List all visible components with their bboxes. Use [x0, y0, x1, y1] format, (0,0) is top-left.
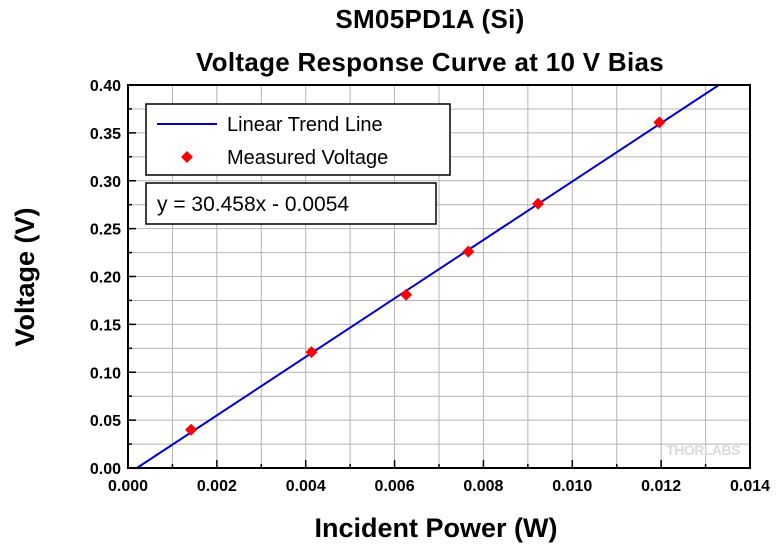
watermark-text: THORLABS [666, 442, 740, 458]
legend-box [145, 103, 451, 176]
x-tick-label: 0.002 [197, 478, 237, 495]
y-tick-label: 0.30 [90, 174, 121, 191]
thorlabs-logo: THORLABS [666, 442, 740, 458]
x-tick-label: 0.014 [730, 478, 770, 495]
x-tick-label: 0.000 [108, 478, 148, 495]
axis-ticks: 0.000 0.002 0.004 0.006 0.008 0.010 0.012 0.014… [90, 78, 770, 495]
fit-equation-box: y = 30.458x - 0.0054 [145, 182, 437, 225]
equation-frame [145, 182, 437, 225]
measured-point [462, 245, 475, 258]
y-tick-label: 0.40 [90, 78, 121, 95]
trend-line [136, 84, 720, 469]
x-tick-label: 0.012 [641, 478, 681, 495]
chart-subtitle: Voltage Response Curve at 10 V Bias [195, 47, 665, 77]
y-tick-label: 0.25 [90, 222, 121, 239]
y-tick-label: 0.05 [90, 413, 121, 430]
legend: Linear Trend Line Measured Voltage [145, 103, 451, 176]
y-tick-label: 0.10 [90, 365, 121, 382]
x-tick-label: 0.004 [286, 478, 326, 495]
measured-point [305, 346, 318, 359]
y-tick-label: 0.20 [90, 270, 121, 287]
x-axis-title: Incident Power (W) [315, 513, 558, 543]
plot-frame [127, 84, 751, 469]
legend-diamond-swatch [181, 151, 193, 163]
legend-label-trend-line: Linear Trend Line [227, 114, 383, 136]
measured-point [185, 423, 198, 436]
y-tick-label: 0.00 [90, 461, 121, 478]
chart-title: SM05PD1A (Si) [335, 4, 525, 34]
y-tick-label: 0.15 [90, 317, 121, 334]
x-tick-label: 0.008 [463, 478, 503, 495]
measured-point [532, 197, 545, 210]
legend-label-measured: Measured Voltage [227, 147, 388, 169]
measured-point [653, 116, 666, 129]
x-tick-label: 0.006 [375, 478, 415, 495]
y-axis-title: Voltage (V) [10, 207, 40, 346]
plot-series [136, 84, 720, 469]
y-tick-label: 0.35 [90, 126, 121, 143]
x-tick-label: 0.010 [552, 478, 592, 495]
fit-equation: y = 30.458x - 0.0054 [157, 193, 349, 216]
measured-point [400, 288, 413, 301]
grid [128, 85, 750, 468]
